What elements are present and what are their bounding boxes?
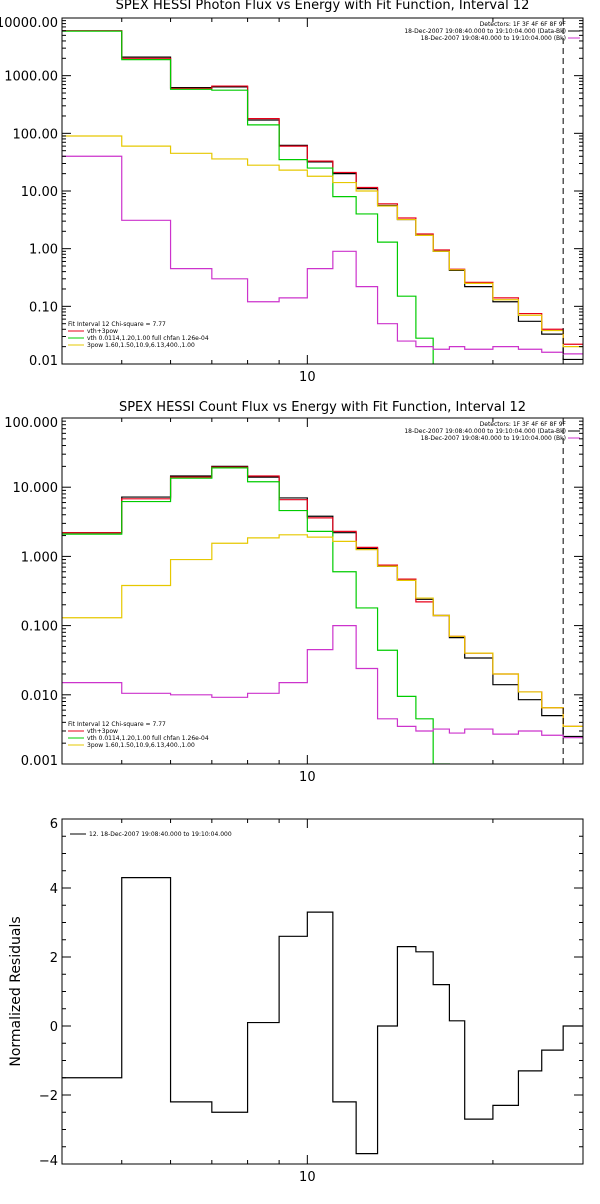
series-group bbox=[62, 877, 583, 1155]
info-line: 18-Dec-2007 19:08:40.000 to 19:10:04.000… bbox=[404, 28, 566, 35]
legend: Fit Interval 12 Chi-square = 7.77vth+3po… bbox=[68, 321, 209, 349]
series-line-background bbox=[62, 625, 583, 739]
y-tick-label: 4 bbox=[50, 882, 58, 897]
y-tick-label: 0.01 bbox=[29, 354, 58, 369]
legend-entry: vth 0.0114,1.20,1.00 full chfan 1.26e-04 bbox=[87, 735, 209, 742]
chart-title: SPEX HESSI Photon Flux vs Energy with Fi… bbox=[116, 0, 530, 13]
series-group bbox=[62, 30, 583, 364]
series-line-background bbox=[62, 155, 583, 355]
x-tick-label: 10 bbox=[299, 1170, 316, 1185]
series-line-residuals bbox=[62, 877, 583, 1155]
y-tick-label: 1000.00 bbox=[4, 70, 58, 85]
y-tick-label: −2 bbox=[39, 1089, 58, 1104]
legend: Fit Interval 12 Chi-square = 7.77vth+3po… bbox=[68, 721, 209, 749]
x-tick-label: 10 bbox=[299, 770, 316, 785]
info-block: Detectors: 1F 3F 4F 6F 8F 9F18-Dec-2007 … bbox=[404, 21, 580, 42]
y-tick-label: 100.000 bbox=[4, 416, 58, 431]
chart-panel-1: SPEX HESSI Photon Flux vs Energy with Fi… bbox=[0, 0, 584, 385]
series-group bbox=[62, 465, 583, 764]
x-tick-label: 10 bbox=[299, 370, 316, 385]
y-tick-label: 0.010 bbox=[21, 689, 58, 704]
legend-entry: vth+3pow bbox=[87, 328, 118, 335]
legend-entry: vth 0.0114,1.20,1.00 full chfan 1.26e-04 bbox=[87, 335, 209, 342]
y-tick-label: 10000.00 bbox=[0, 16, 58, 31]
y-axis-label: Normalized Residuals bbox=[8, 916, 24, 1066]
y-tick-label: 1.000 bbox=[21, 550, 58, 565]
info-line: 18-Dec-2007 19:08:40.000 to 19:10:04.000… bbox=[421, 35, 566, 42]
info-line: Detectors: 1F 3F 4F 6F 8F 9F bbox=[480, 421, 567, 428]
plot-frame bbox=[61, 417, 584, 765]
y-tick-label: 10.000 bbox=[13, 481, 59, 496]
series-line-fit bbox=[62, 466, 583, 727]
legend-entry: 3pow 1.60,1.50,10.9,6.13,400.,1.00 bbox=[87, 742, 195, 749]
legend-entry: 3pow 1.60,1.50,10.9,6.13,400.,1.00 bbox=[87, 342, 195, 349]
legend-entry: Fit Interval 12 Chi-square = 7.77 bbox=[68, 321, 166, 328]
y-tick-label: 100.00 bbox=[13, 127, 59, 142]
info-block: Detectors: 1F 3F 4F 6F 8F 9F18-Dec-2007 … bbox=[404, 421, 580, 442]
series-line-data bbox=[62, 465, 583, 738]
y-tick-label: 0.100 bbox=[21, 620, 58, 635]
chart-panel-2: SPEX HESSI Count Flux vs Energy with Fit… bbox=[4, 400, 584, 785]
series-line-thermal bbox=[62, 30, 434, 364]
legend-entry: Fit Interval 12 Chi-square = 7.77 bbox=[68, 721, 166, 728]
plot-frame bbox=[61, 818, 584, 1165]
y-tick-label: 6 bbox=[50, 817, 58, 832]
series-line-nonthermal bbox=[62, 135, 583, 348]
series-line-thermal bbox=[62, 467, 450, 764]
y-tick-label: 2 bbox=[50, 951, 58, 966]
y-tick-label: 0.10 bbox=[29, 300, 58, 315]
legend-entry: 12. 18-Dec-2007 19:08:40.000 to 19:10:04… bbox=[89, 831, 232, 838]
y-tick-label: 0 bbox=[50, 1020, 58, 1035]
chart-panel-3: 6 4 2 0 −2 −4 10 Normalized Residuals 12. 18-Dec… bbox=[8, 817, 584, 1185]
info-line: Detectors: 1F 3F 4F 6F 8F 9F bbox=[480, 21, 567, 28]
legend: 12. 18-Dec-2007 19:08:40.000 to 19:10:04… bbox=[70, 831, 232, 838]
plot-frame bbox=[61, 17, 584, 365]
legend-entry: vth+3pow bbox=[87, 728, 118, 735]
info-line: 18-Dec-2007 19:08:40.000 to 19:10:04.000… bbox=[421, 435, 566, 442]
series-line-nonthermal bbox=[62, 534, 583, 727]
y-tick-label: 0.001 bbox=[21, 754, 58, 769]
info-line: 18-Dec-2007 19:08:40.000 to 19:10:04.000… bbox=[404, 428, 566, 435]
y-tick-label: 10.00 bbox=[21, 185, 58, 200]
series-line-fit bbox=[62, 30, 583, 345]
series-line-data bbox=[62, 30, 583, 361]
y-tick-label: 1.00 bbox=[29, 243, 58, 258]
y-tick-label: −4 bbox=[39, 1154, 58, 1169]
chart-title: SPEX HESSI Count Flux vs Energy with Fit… bbox=[119, 400, 526, 415]
